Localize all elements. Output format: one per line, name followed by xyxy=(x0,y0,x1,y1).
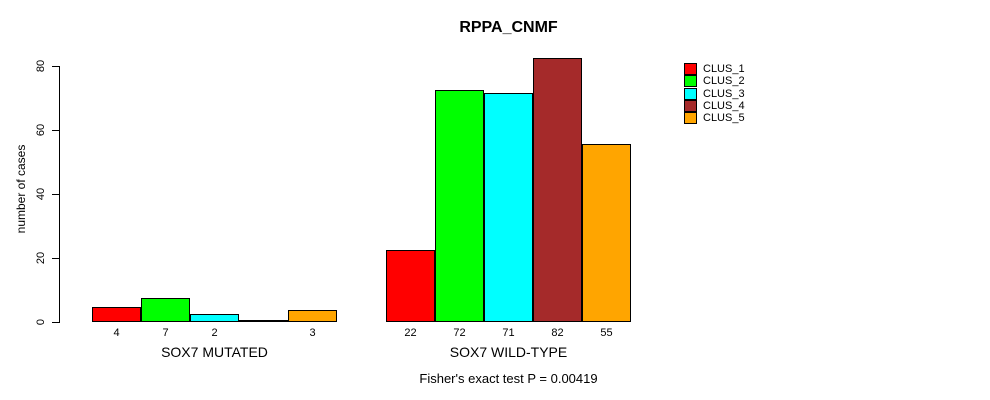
y-axis-line xyxy=(59,66,60,323)
legend-label: CLUS_4 xyxy=(703,100,745,113)
bar-value-label: 72 xyxy=(453,327,466,339)
legend-label: CLUS_5 xyxy=(703,112,745,125)
legend-label: CLUS_2 xyxy=(703,75,745,88)
y-tick-mark xyxy=(52,66,59,67)
legend-swatch-clus_3 xyxy=(684,87,697,100)
bar-value-label: 3 xyxy=(309,327,316,339)
legend: CLUS_1 CLUS_2 CLUS_3 CLUS_4 CLUS_5 xyxy=(684,63,745,125)
legend-item-clus_3: CLUS_3 xyxy=(684,87,745,100)
legend-swatch-clus_1 xyxy=(684,63,697,76)
y-axis-label: number of cases xyxy=(14,144,28,234)
bar-value-label: 2 xyxy=(211,327,218,339)
bar-clus_4-wildtype xyxy=(533,57,582,322)
bar-value-label: 71 xyxy=(502,327,515,339)
legend-item-clus_5: CLUS_5 xyxy=(684,112,745,125)
legend-swatch-clus_4 xyxy=(684,100,697,113)
bar-clus_5-mutated xyxy=(288,310,337,322)
legend-label: CLUS_3 xyxy=(703,87,745,100)
legend-swatch-clus_5 xyxy=(684,112,697,125)
legend-swatch-clus_2 xyxy=(684,75,697,88)
y-tick-label: 0 xyxy=(35,318,47,326)
bar-value-label: 82 xyxy=(551,327,564,339)
y-tick-label: 20 xyxy=(35,251,47,265)
annotation-fisher-test: Fisher's exact test P = 0.00419 xyxy=(419,371,598,386)
bar-clus_2-wildtype xyxy=(435,89,484,322)
bar-clus_2-mutated xyxy=(141,297,190,322)
x-group-label-mutated: SOX7 MUTATED xyxy=(161,344,268,360)
bar-clus_3-wildtype xyxy=(484,92,533,322)
y-tick-mark xyxy=(52,322,59,323)
bar-value-label: 55 xyxy=(600,327,613,339)
y-tick-label: 60 xyxy=(35,123,47,137)
bar-clus_1-wildtype xyxy=(386,249,435,322)
bar-value-label: 4 xyxy=(113,327,120,339)
bar-value-label: 7 xyxy=(162,327,169,339)
bar-clus_3-mutated xyxy=(190,313,239,322)
legend-item-clus_1: CLUS_1 xyxy=(684,63,745,76)
y-tick-mark xyxy=(52,194,59,195)
bar-value-label: 22 xyxy=(404,327,417,339)
bar-clus_1-mutated xyxy=(92,307,141,322)
legend-item-clus_4: CLUS_4 xyxy=(684,100,745,113)
bar-clus_5-wildtype xyxy=(582,144,631,322)
legend-label: CLUS_1 xyxy=(703,63,745,76)
legend-item-clus_2: CLUS_2 xyxy=(684,75,745,88)
y-tick-label: 40 xyxy=(35,187,47,201)
bar-clus_4-mutated xyxy=(239,320,288,322)
chart-title: RPPA_CNMF xyxy=(459,19,558,36)
y-tick-mark xyxy=(52,258,59,259)
x-group-label-wildtype: SOX7 WILD-TYPE xyxy=(449,344,568,360)
y-tick-mark xyxy=(52,130,59,131)
y-tick-label: 80 xyxy=(35,59,47,73)
